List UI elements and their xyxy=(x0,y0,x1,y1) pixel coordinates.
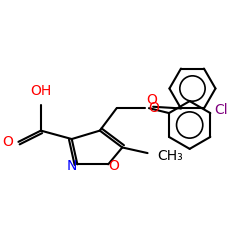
Text: O: O xyxy=(108,159,119,173)
Text: O: O xyxy=(2,135,13,149)
Text: O: O xyxy=(146,93,157,107)
Text: CH₃: CH₃ xyxy=(157,149,183,163)
Text: O: O xyxy=(148,101,159,115)
Text: N: N xyxy=(67,159,78,173)
Text: Cl: Cl xyxy=(214,103,228,117)
Text: OH: OH xyxy=(30,84,52,98)
